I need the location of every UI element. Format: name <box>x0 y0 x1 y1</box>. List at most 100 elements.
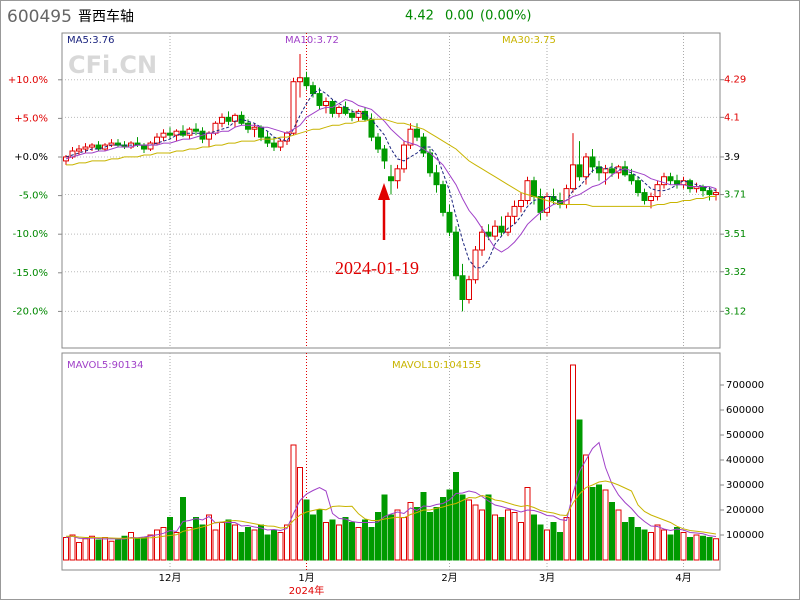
annotation: 2024-01-19 <box>335 258 419 278</box>
candle-body <box>524 180 531 201</box>
x-tick-label: 12月 <box>159 572 182 584</box>
volume-bar <box>570 364 576 561</box>
candle-body <box>154 136 160 144</box>
volume-bar <box>271 529 277 561</box>
volume-bar <box>128 532 134 561</box>
candle-body <box>63 156 69 162</box>
volume-bar <box>401 517 407 561</box>
y2-tick-label: +5.0% <box>14 113 48 124</box>
volume-bar <box>186 527 193 561</box>
candle-body <box>147 142 154 150</box>
volume-bar <box>583 454 589 561</box>
volume-bar <box>459 494 466 561</box>
volume-bar <box>232 524 238 561</box>
candle-body <box>160 132 167 138</box>
volume-bar <box>557 532 563 561</box>
candle-body <box>401 144 407 170</box>
volume-bar <box>635 527 641 561</box>
candle-body <box>225 116 232 122</box>
y-tick-label: 3.51 <box>724 229 746 240</box>
candle-body <box>141 144 147 150</box>
candle-body <box>167 132 173 136</box>
y-tick-label: 600000 <box>726 405 764 416</box>
candle-body <box>427 152 433 174</box>
volume-bar <box>706 537 713 561</box>
candle-body <box>492 225 498 237</box>
volume-bar <box>479 509 485 561</box>
candle-body <box>303 77 310 87</box>
y-tick-label: 3.9 <box>724 152 740 163</box>
volume-bar <box>134 538 141 561</box>
candle-body <box>446 211 453 233</box>
volume-bar <box>713 538 719 561</box>
volume-bar <box>277 532 284 561</box>
volume-bar <box>284 524 290 561</box>
candle-body <box>576 164 583 178</box>
y-tick-label: 500000 <box>726 430 764 441</box>
volume-bar <box>362 519 368 561</box>
volume-bar <box>433 507 440 561</box>
candle-body <box>466 279 472 300</box>
volume-bar <box>602 489 609 561</box>
volume-bar <box>238 532 245 561</box>
volume-bar <box>329 519 336 561</box>
candle-body <box>264 136 271 144</box>
volume-bar <box>505 509 511 561</box>
candle-body <box>706 190 713 196</box>
change-pct: (0.00%) <box>480 9 531 24</box>
candle-body <box>82 146 89 150</box>
volume-bar <box>316 509 323 561</box>
volume-bar <box>206 514 212 561</box>
volume-bar <box>115 539 121 561</box>
volume-bar <box>589 487 596 561</box>
ma-line <box>66 118 716 207</box>
volume-bar <box>108 540 115 561</box>
volume-bar <box>407 502 414 561</box>
candle-body <box>349 112 355 118</box>
candle-body <box>589 156 596 168</box>
volume-bar <box>674 527 680 561</box>
candle-body <box>76 148 82 152</box>
volume-bar <box>388 514 394 561</box>
volume-bar <box>193 517 199 561</box>
candle-body <box>687 180 693 190</box>
candle-body <box>563 188 570 205</box>
candle-body <box>414 128 420 138</box>
volume-bar <box>160 527 167 561</box>
y-tick-label: 300000 <box>726 480 764 491</box>
volume-bar <box>167 517 173 561</box>
candle-body <box>193 128 199 132</box>
volume-bar <box>342 517 349 561</box>
volume-bar <box>680 532 687 561</box>
y-tick-label: 4.1 <box>724 112 740 123</box>
y2-tick-label: -10.0% <box>13 229 48 240</box>
volume-bar <box>615 509 622 561</box>
y-tick-label: 200000 <box>726 505 764 516</box>
y2-tick-label: -5.0% <box>19 191 48 202</box>
y-tick-label: 700000 <box>726 380 764 391</box>
candle-body <box>375 136 381 150</box>
volume-bar <box>173 532 180 561</box>
candle-body <box>420 136 427 154</box>
volume-bar <box>225 519 232 561</box>
volume-bar <box>251 529 258 561</box>
y2-tick-label: -15.0% <box>13 268 48 279</box>
volume-bar <box>544 529 550 561</box>
candle-body <box>115 142 121 146</box>
volume-bar <box>368 527 375 561</box>
volume-bar <box>89 535 95 561</box>
candle-body <box>511 205 518 217</box>
volume-bar <box>102 537 108 561</box>
volume-bar <box>628 517 635 561</box>
volume-bar <box>498 517 505 561</box>
volume-bar <box>199 524 206 561</box>
volume-bar <box>622 522 628 561</box>
candle-body <box>186 128 193 136</box>
volume-bar <box>687 537 693 561</box>
candle-body <box>394 168 401 182</box>
candle-body <box>238 114 245 124</box>
candle-body <box>388 176 394 182</box>
volume-bar <box>472 504 479 561</box>
volume-bar <box>375 512 381 561</box>
volume-bar <box>154 529 160 561</box>
